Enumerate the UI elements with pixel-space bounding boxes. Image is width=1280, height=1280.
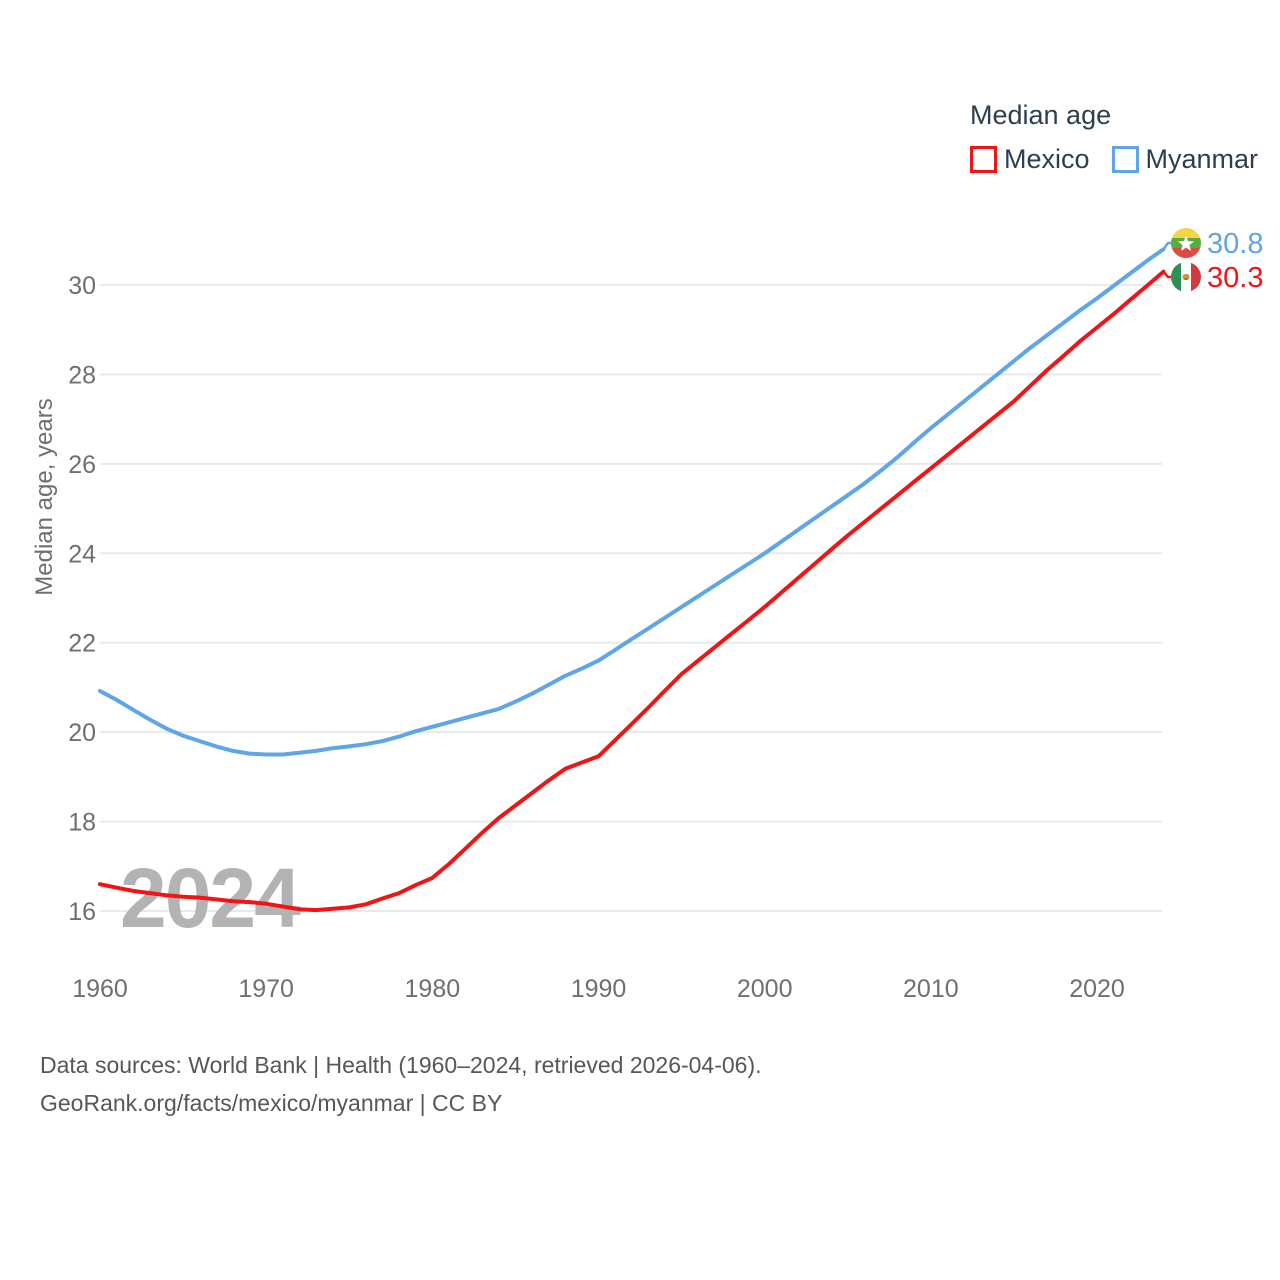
svg-text:1990: 1990 [571,975,627,1003]
myanmar-swatch-icon [1111,146,1139,173]
mexico-swatch-icon [970,146,997,173]
svg-text:2020: 2020 [1069,975,1125,1003]
legend-label-mexico: Mexico [1004,144,1090,174]
footer-source-line: Data sources: World Bank | Health (1960–… [40,1052,762,1078]
svg-text:1960: 1960 [72,975,128,1003]
mexico-series-line [98,269,1166,913]
legend-item-myanmar[interactable]: Myanmar [1111,144,1259,175]
legend-items: Mexico Myanmar [970,144,1258,175]
myanmar-series-line [98,247,1166,757]
svg-text:30: 30 [68,272,96,300]
x-tick-labels: 1960 1970 1980 1990 2000 2010 2020 [72,975,1125,1003]
svg-text:20: 20 [68,719,96,747]
footer-attribution-line: GeoRank.org/facts/mexico/myanmar | CC BY [40,1090,503,1116]
svg-text:24: 24 [68,540,96,568]
svg-text:1970: 1970 [238,975,294,1003]
svg-text:28: 28 [68,361,96,389]
svg-text:18: 18 [68,809,96,837]
svg-text:2000: 2000 [737,975,793,1003]
myanmar-end-connector [1162,241,1171,250]
svg-text:1980: 1980 [405,975,461,1003]
mexico-flag-icon [1171,262,1201,292]
y-tick-labels: 16 18 20 22 24 26 28 30 [68,272,96,926]
gridlines [100,284,1162,912]
myanmar-flag-icon [1171,228,1201,258]
legend-item-mexico[interactable]: Mexico [970,144,1090,175]
footer: Data sources: World Bank | Health (1960–… [40,1046,762,1122]
svg-text:16: 16 [68,898,96,926]
y-axis-title: Median age, years [31,398,58,595]
svg-text:2010: 2010 [903,975,959,1003]
svg-text:26: 26 [68,451,96,479]
legend: Median age Mexico Myanmar [970,100,1258,175]
mexico-end-connector [1162,270,1171,279]
mexico-end-value: 30.3 [1207,262,1263,294]
myanmar-end-value: 30.8 [1207,228,1263,260]
legend-label-myanmar: Myanmar [1145,144,1259,174]
legend-title: Median age [970,100,1112,130]
svg-text:22: 22 [68,630,96,658]
